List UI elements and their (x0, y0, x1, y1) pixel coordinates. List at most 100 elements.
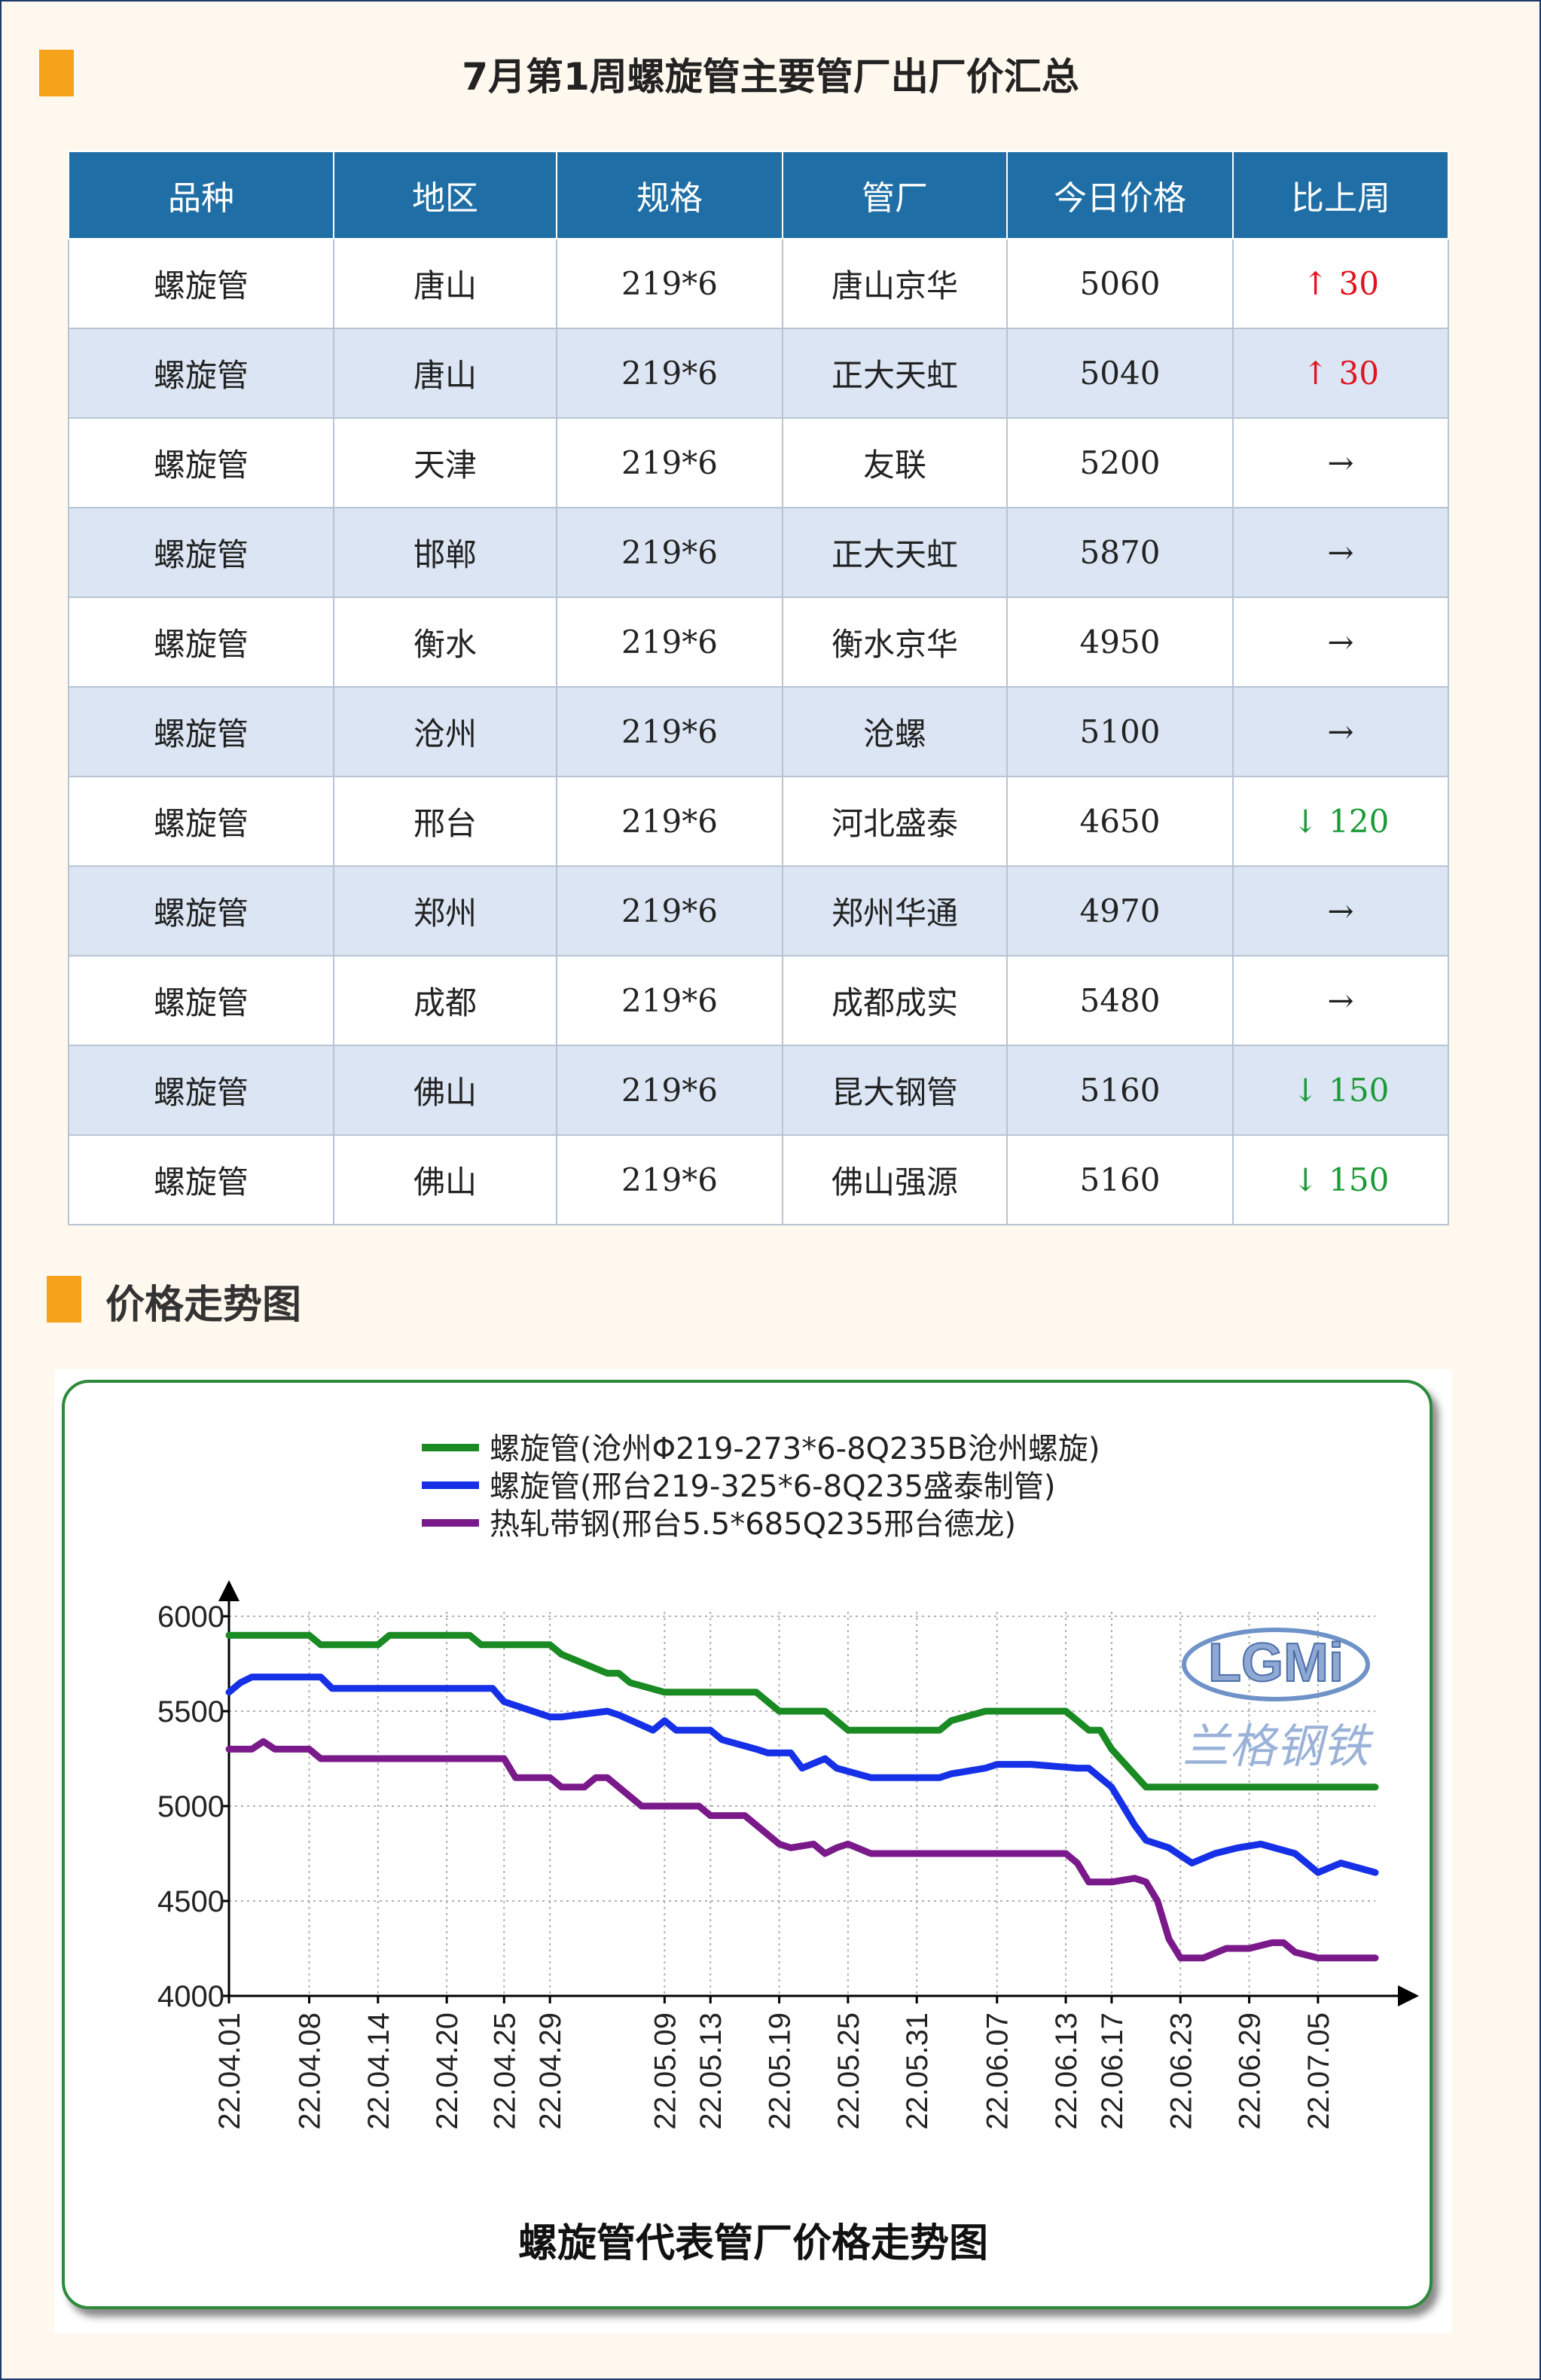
cell-spec: 219*6 (556, 507, 783, 598)
x-tick-label: 22.04.29 (534, 2012, 567, 2130)
cell-mill: 郑州华通 (782, 865, 1008, 957)
series-line-1 (225, 1631, 1379, 1791)
table-row: 螺旋管 衡水 219*6 衡水京华 4950 → (68, 597, 1449, 688)
y-tick-label: 5500 (157, 1695, 224, 1729)
cell-price: 5160 (1006, 1134, 1234, 1225)
x-tick-label: 22.06.17 (1096, 2012, 1129, 2130)
cell-price: 5040 (1006, 328, 1234, 419)
cell-mill: 沧螺 (782, 686, 1008, 777)
table-row: 螺旋管 沧州 219*6 沧螺 5100 → (68, 686, 1449, 777)
cell-region: 唐山 (333, 328, 557, 419)
y-tick-label: 4500 (157, 1885, 224, 1918)
x-tick-label: 22.06.07 (981, 2012, 1015, 2130)
legend-label-2: 螺旋管(邢台219-325*6-8Q235盛泰制管) (490, 1469, 1056, 1504)
table-row: 螺旋管 佛山 219*6 昆大钢管 5160 ↓ 150 (68, 1045, 1449, 1136)
page-title: 7月第1周螺旋管主要管厂出厂价汇总 (462, 55, 1079, 99)
table-row: 螺旋管 邯郸 219*6 正大天虹 5870 → (68, 507, 1449, 598)
chart-title: 螺旋管代表管厂价格走势图 (518, 2221, 988, 2266)
price-table: 品种 地区 规格 管厂 今日价格 比上周 螺旋管 唐山 219*6 唐山京华 5060 ↑… (68, 151, 1449, 1225)
table-row: 螺旋管 佛山 219*6 佛山强源 5160 ↓ 150 (68, 1134, 1449, 1225)
cell-change: → (1232, 686, 1449, 777)
cell-mill: 唐山京华 (782, 238, 1008, 329)
cell-variety: 螺旋管 (68, 417, 334, 508)
section-title: 价格走势图 (105, 1283, 302, 1328)
y-axis-arrow (218, 1580, 240, 1601)
table-header-row: 品种 地区 规格 管厂 今日价格 比上周 (68, 151, 1449, 240)
x-tick-label: 22.05.31 (901, 2012, 934, 2130)
cell-spec: 219*6 (556, 597, 783, 688)
cell-variety: 螺旋管 (68, 597, 334, 688)
x-tick-label: 22.05.25 (832, 2012, 865, 2130)
col-change: 比上周 (1232, 151, 1449, 240)
cell-price: 5200 (1006, 417, 1234, 508)
x-tick-label: 22.04.14 (362, 2012, 395, 2130)
x-tick-label: 22.05.13 (694, 2012, 728, 2130)
cell-region: 邢台 (333, 776, 557, 867)
cell-price: 5160 (1006, 1045, 1234, 1136)
cell-price: 5870 (1006, 507, 1234, 598)
cell-region: 唐山 (333, 238, 557, 329)
table-row: 螺旋管 唐山 219*6 唐山京华 5060 ↑ 30 (68, 238, 1449, 329)
cell-mill: 正大天虹 (782, 507, 1008, 598)
cell-spec: 219*6 (556, 328, 783, 419)
cell-price: 4970 (1006, 865, 1234, 957)
cell-variety: 螺旋管 (68, 865, 334, 957)
x-tick-label: 22.07.05 (1302, 2012, 1335, 2130)
cell-price: 4950 (1006, 597, 1234, 688)
cell-change: → (1232, 865, 1449, 957)
x-axis-arrow (1398, 1985, 1419, 2006)
cell-spec: 219*6 (556, 955, 783, 1046)
cell-variety: 螺旋管 (68, 686, 334, 777)
logo-text: LGMi (1208, 1633, 1344, 1693)
cell-spec: 219*6 (556, 238, 783, 329)
y-tick-label: 6000 (157, 1600, 224, 1634)
cell-region: 成都 (333, 955, 557, 1046)
cell-change: ↓ 150 (1232, 1134, 1449, 1225)
cell-mill: 河北盛泰 (782, 776, 1008, 867)
cell-variety: 螺旋管 (68, 1134, 334, 1225)
cell-change: ↑ 30 (1232, 328, 1449, 419)
cell-variety: 螺旋管 (68, 1045, 334, 1136)
series-line-3 (225, 1738, 1379, 1962)
cell-change: → (1232, 417, 1449, 508)
cell-region: 衡水 (333, 597, 557, 688)
table-row: 螺旋管 成都 219*6 成都成实 5480 → (68, 955, 1449, 1046)
x-tick-label: 22.04.08 (294, 2012, 327, 2130)
cell-mill: 正大天虹 (782, 328, 1008, 419)
cell-mill: 佛山强源 (782, 1134, 1008, 1225)
cell-region: 佛山 (333, 1134, 557, 1225)
x-tick-label: 22.04.20 (431, 2012, 464, 2130)
col-mill: 管厂 (782, 151, 1008, 240)
cell-spec: 219*6 (556, 865, 783, 957)
cell-price: 5060 (1006, 238, 1234, 329)
cell-region: 邯郸 (333, 507, 557, 598)
cell-mill: 成都成实 (782, 955, 1008, 1046)
cell-region: 天津 (333, 417, 557, 508)
legend-label-3: 热轧带钢(邢台5.5*685Q235邢台德龙) (490, 1507, 1016, 1542)
logo-subtitle: 兰格钢铁 (1182, 1719, 1374, 1774)
legend-label-1: 螺旋管(沧州Φ219-273*6-8Q235B沧州螺旋) (490, 1432, 1100, 1466)
cell-variety: 螺旋管 (68, 507, 334, 598)
cell-variety: 螺旋管 (68, 955, 334, 1046)
col-variety: 品种 (68, 151, 334, 240)
cell-region: 沧州 (333, 686, 557, 777)
x-tick-label: 22.06.23 (1164, 2012, 1198, 2130)
logo-ellipse (1182, 1628, 1370, 1701)
x-tick-label: 22.05.09 (648, 2012, 682, 2130)
y-tick-label: 5000 (157, 1790, 224, 1823)
cell-change: → (1232, 507, 1449, 598)
chart-panel (62, 1380, 1433, 2309)
cell-mill: 友联 (782, 417, 1008, 508)
table-row: 螺旋管 邢台 219*6 河北盛泰 4650 ↓ 120 (68, 776, 1449, 867)
series-line-2 (225, 1674, 1379, 1876)
cell-change: ↑ 30 (1232, 238, 1449, 329)
cell-spec: 219*6 (556, 1045, 783, 1136)
cell-variety: 螺旋管 (68, 328, 334, 419)
col-spec: 规格 (556, 151, 783, 240)
table-row: 螺旋管 郑州 219*6 郑州华通 4970 → (68, 865, 1449, 957)
cell-change: ↓ 150 (1232, 1045, 1449, 1136)
col-price: 今日价格 (1006, 151, 1234, 240)
cell-price: 5100 (1006, 686, 1234, 777)
x-tick-label: 22.04.01 (213, 2012, 246, 2130)
